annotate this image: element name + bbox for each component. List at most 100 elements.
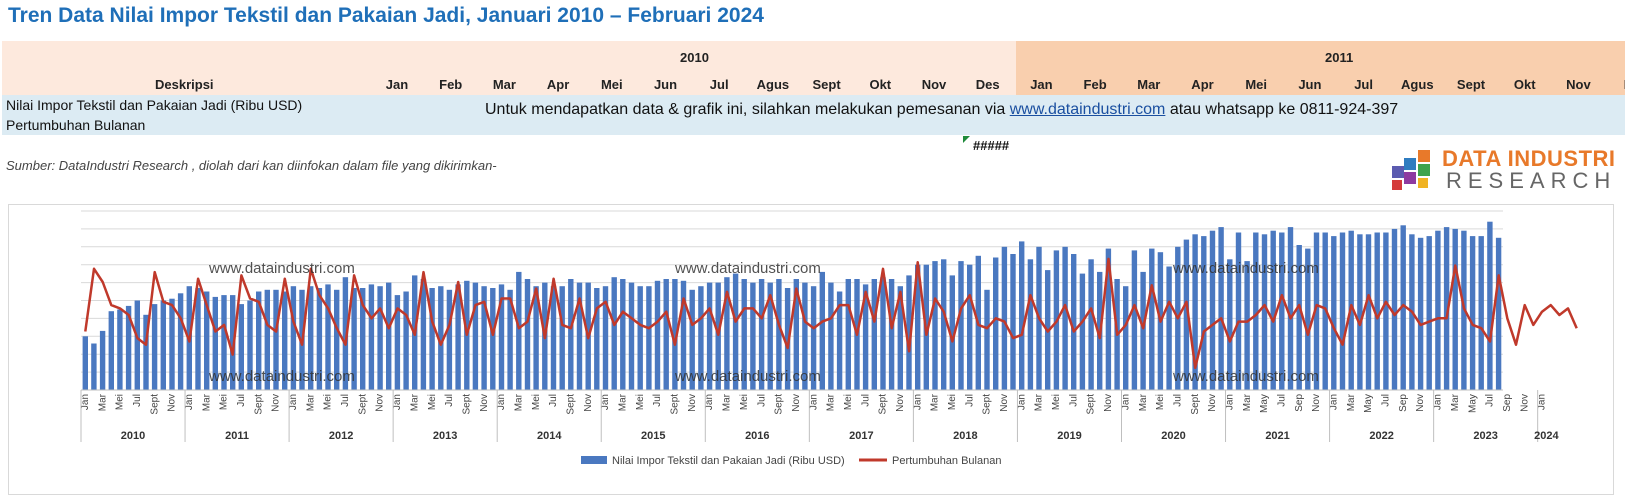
bar: [871, 279, 877, 390]
bar: [1218, 227, 1224, 390]
bar: [1027, 259, 1034, 390]
logo-mark-icon: [1392, 150, 1430, 190]
bar: [732, 273, 739, 390]
bar: [1244, 261, 1250, 390]
bar: [880, 277, 886, 390]
bar: [1365, 234, 1372, 390]
bar: [810, 286, 817, 390]
year-tick-label: 2013: [433, 430, 457, 442]
bar: [360, 288, 366, 390]
bar: [403, 291, 409, 390]
month-tick-label: Jul: [340, 394, 351, 407]
month-tick-label: Mei: [323, 394, 334, 410]
year-tick-label: 2012: [329, 430, 353, 442]
website-link[interactable]: www.dataindustri.com: [1009, 101, 1166, 118]
month-tick-label: May: [1467, 394, 1478, 413]
bar: [836, 291, 843, 390]
bar: [420, 279, 427, 390]
bar: [342, 277, 349, 390]
month-header-2011-3: Apr: [1191, 77, 1214, 92]
month-tick-label: Mar: [409, 393, 420, 411]
data-row-band: [2, 95, 1625, 135]
month-header-2011-0: Jan: [1030, 77, 1053, 92]
bar: [273, 289, 279, 390]
bar: [906, 275, 912, 390]
month-tick-label: Nov: [791, 394, 802, 412]
month-tick-label: Nov: [999, 394, 1010, 412]
year-tick-label: 2015: [641, 430, 665, 442]
month-tick-label: Jul: [1172, 394, 1183, 407]
month-tick-label: Nov: [479, 394, 490, 412]
bar: [134, 300, 140, 390]
bar: [949, 275, 955, 390]
bar: [680, 280, 687, 390]
bar: [620, 279, 626, 390]
bar: [1374, 232, 1380, 390]
bar: [1469, 236, 1476, 390]
watermark-text: www.dataindustri.com: [674, 260, 821, 277]
bar: [993, 257, 999, 390]
watermark-text: www.dataindustri.com: [1172, 368, 1319, 385]
bar: [741, 279, 747, 390]
year-tick-label: 2020: [1161, 430, 1185, 442]
bar: [1201, 236, 1207, 390]
bar: [1088, 259, 1094, 390]
bar: [611, 277, 617, 390]
bar: [637, 286, 643, 390]
month-header-2011-10: Nov: [1566, 77, 1591, 92]
month-tick-label: Nov: [583, 394, 594, 412]
bar: [394, 295, 401, 390]
bar: [472, 282, 479, 390]
header-band-2010: [2, 41, 1016, 95]
bar: [559, 286, 565, 390]
bar: [550, 286, 557, 390]
month-header-2010-7: Agus: [756, 77, 790, 92]
month-tick-label: Sept: [670, 394, 681, 415]
bar: [386, 282, 392, 390]
bar: [1270, 230, 1276, 390]
bar: [1400, 225, 1406, 390]
bar: [715, 282, 721, 390]
bar: [264, 289, 270, 390]
month-tick-label: Mei: [739, 394, 750, 410]
bar: [143, 314, 149, 390]
month-tick-label: Jul: [548, 394, 559, 407]
chart-frame: Jan Mar Mei Jul Sept Nov Jan Mar Mei Jul Sept Nov Ja…: [8, 204, 1614, 495]
bar: [576, 282, 583, 390]
bar: [646, 286, 652, 390]
notice-text-after: atau whatsapp ke 0811-924-397: [1165, 101, 1399, 118]
month-tick-label: Sept: [461, 394, 472, 415]
month-tick-label: Sept: [774, 394, 785, 415]
month-tick-label: May: [1363, 394, 1374, 413]
bar: [108, 311, 114, 390]
overflow-cell: #####: [973, 138, 1010, 153]
month-tick-label: Mar: [305, 393, 316, 411]
bar: [1339, 232, 1346, 390]
bar: [1149, 248, 1155, 390]
month-tick-label: Jul: [1277, 394, 1288, 407]
order-notice: Untuk mendapatkan data & grafik ini, sil…: [485, 101, 1398, 119]
month-tick-label: Jan: [184, 394, 195, 410]
month-tick-label: May: [1259, 394, 1270, 413]
month-tick-label: Sep: [1398, 394, 1409, 412]
month-header-2011-6: Jul: [1354, 77, 1373, 92]
bar: [724, 277, 730, 390]
month-header-2011-2: Mar: [1137, 77, 1161, 92]
month-header-2010-10: Nov: [921, 77, 947, 92]
bar: [672, 279, 678, 390]
month-header-2010-4: Mei: [600, 77, 623, 92]
month-tick-label: Jan: [1537, 394, 1548, 410]
month-tick-label: Mei: [531, 394, 542, 410]
month-tick-label: Jul: [236, 394, 247, 407]
logo-line-2: RESEARCH: [1446, 168, 1617, 193]
month-tick-label: Nov: [375, 394, 386, 412]
bar: [1296, 245, 1302, 390]
month-tick-label: Jul: [1068, 394, 1079, 407]
watermark-text: www.dataindustri.com: [208, 368, 355, 385]
month-header-2010-0: Jan: [385, 77, 409, 92]
month-tick-label: Jan: [704, 394, 715, 410]
month-tick-label: Nov: [895, 394, 906, 412]
bar: [1495, 237, 1502, 390]
month-tick-label: Nov: [1311, 394, 1322, 412]
bar: [524, 279, 531, 390]
